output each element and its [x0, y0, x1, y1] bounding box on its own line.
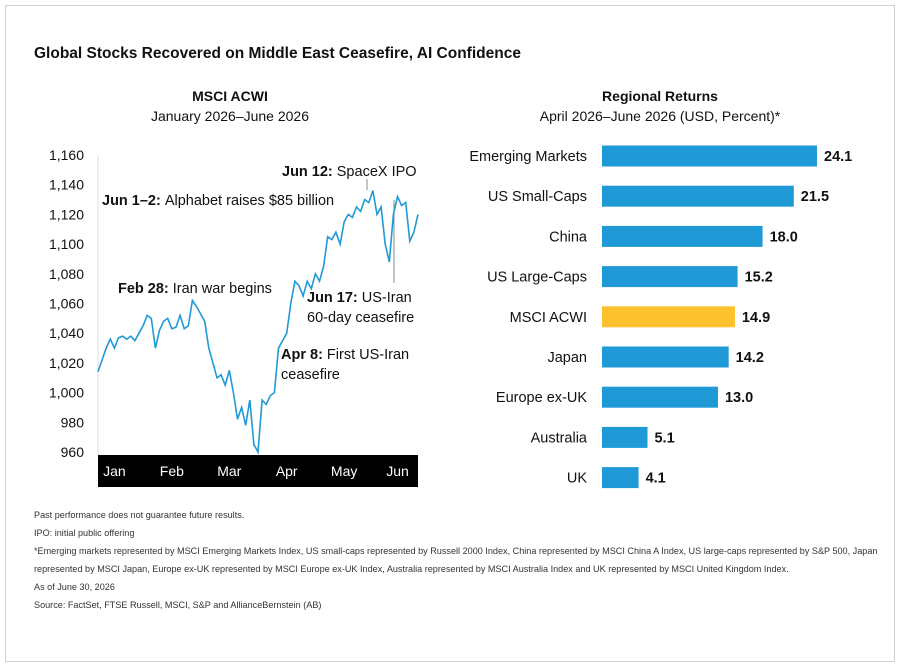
x-tick-label: May: [331, 463, 357, 479]
value-label: 14.2: [736, 350, 764, 366]
x-tick-label: Feb: [160, 463, 184, 479]
x-tick-label: Jun: [386, 463, 409, 479]
y-tick-label: 1,100: [49, 236, 84, 252]
footnote: Past performance does not guarantee futu…: [34, 510, 245, 520]
y-tick-label: US Small-Caps: [488, 189, 587, 205]
footnote: As of June 30, 2026: [34, 582, 115, 592]
value-label: 13.0: [725, 390, 753, 406]
annotation-text: Iran war begins: [173, 281, 272, 297]
annotation-date: Jun 17:: [307, 290, 358, 306]
page-title: Global Stocks Recovered on Middle East C…: [34, 45, 521, 62]
value-label: 24.1: [824, 149, 852, 165]
bar: [602, 426, 648, 448]
annotation: Jun 1–2: Alphabet raises $85 billion: [102, 193, 334, 209]
y-tick-label: MSCI ACWI: [510, 310, 587, 326]
annotation-text: First US-Iran: [327, 347, 409, 363]
bar: [602, 185, 794, 207]
annotation-date: Feb 28:: [118, 281, 169, 297]
y-tick-label: Australia: [531, 430, 588, 446]
annotation-text: SpaceX IPO: [337, 164, 417, 180]
annotation: Feb 28: Iran war begins: [118, 281, 272, 297]
y-tick-label: 1,160: [49, 147, 84, 163]
bar: [602, 266, 738, 288]
y-tick-label: US Large-Caps: [487, 270, 587, 286]
bar: [602, 467, 639, 489]
chart-title: Regional Returns: [602, 88, 718, 104]
annotation: Jun 17: US-Iran 60-day ceasefire: [307, 290, 414, 326]
bar: [602, 225, 763, 247]
y-tick-label: 1,040: [49, 325, 84, 341]
chart-subtitle: April 2026–June 2026 (USD, Percent)*: [540, 108, 781, 124]
bar: [602, 346, 729, 368]
annotation-text: ceasefire: [281, 367, 340, 383]
y-tick-label: 1,060: [49, 296, 84, 312]
annotation-text: US-Iran: [362, 290, 412, 306]
annotation-date: Jun 12:: [282, 164, 333, 180]
y-tick-label: 1,140: [49, 177, 84, 193]
y-tick-label: 1,020: [49, 355, 84, 371]
footnote: Source: FactSet, FTSE Russell, MSCI, S&P…: [34, 600, 322, 610]
footnote: IPO: initial public offering: [34, 528, 135, 538]
frame: [5, 5, 895, 662]
value-label: 18.0: [770, 229, 798, 245]
bar: [602, 145, 817, 167]
value-label: 4.1: [646, 471, 666, 487]
value-label: 21.5: [801, 189, 829, 205]
footnotes: Past performance does not guarantee futu…: [34, 506, 886, 614]
annotation-text: Alphabet raises $85 billion: [165, 193, 334, 209]
annotation-date: Apr 8:: [281, 347, 323, 363]
bar: [602, 306, 735, 328]
y-tick-label: Emerging Markets: [469, 149, 587, 165]
annotation: Jun 12: SpaceX IPO: [282, 164, 417, 180]
y-tick-label: Japan: [547, 350, 587, 366]
x-tick-label: Apr: [276, 463, 298, 479]
annotation-date: Jun 1–2:: [102, 193, 161, 209]
chart-subtitle: January 2026–June 2026: [151, 108, 309, 124]
y-tick-label: 1,120: [49, 206, 84, 222]
value-label: 15.2: [745, 270, 773, 286]
line: [97, 190, 419, 455]
y-tick-label: UK: [567, 471, 587, 487]
y-tick-label: China: [549, 229, 588, 245]
y-tick-label: Europe ex-UK: [496, 390, 587, 406]
value-label: 14.9: [742, 310, 770, 326]
y-tick-label: 960: [61, 444, 85, 460]
y-tick-label: 1,080: [49, 266, 84, 282]
x-tick-label: Jan: [103, 463, 126, 479]
value-label: 5.1: [654, 430, 674, 446]
x-tick-label: Mar: [217, 463, 241, 479]
annotation-text: 60-day ceasefire: [307, 310, 414, 326]
y-tick-label: 980: [61, 414, 85, 430]
y-tick-label: 1,000: [49, 385, 84, 401]
footnote: *Emerging markets represented by MSCI Em…: [34, 546, 878, 574]
chart-title: MSCI ACWI: [192, 88, 268, 104]
bar: [602, 386, 718, 408]
x-axis-band: [98, 455, 418, 487]
annotation: Apr 8: First US-Iran ceasefire: [281, 347, 409, 383]
